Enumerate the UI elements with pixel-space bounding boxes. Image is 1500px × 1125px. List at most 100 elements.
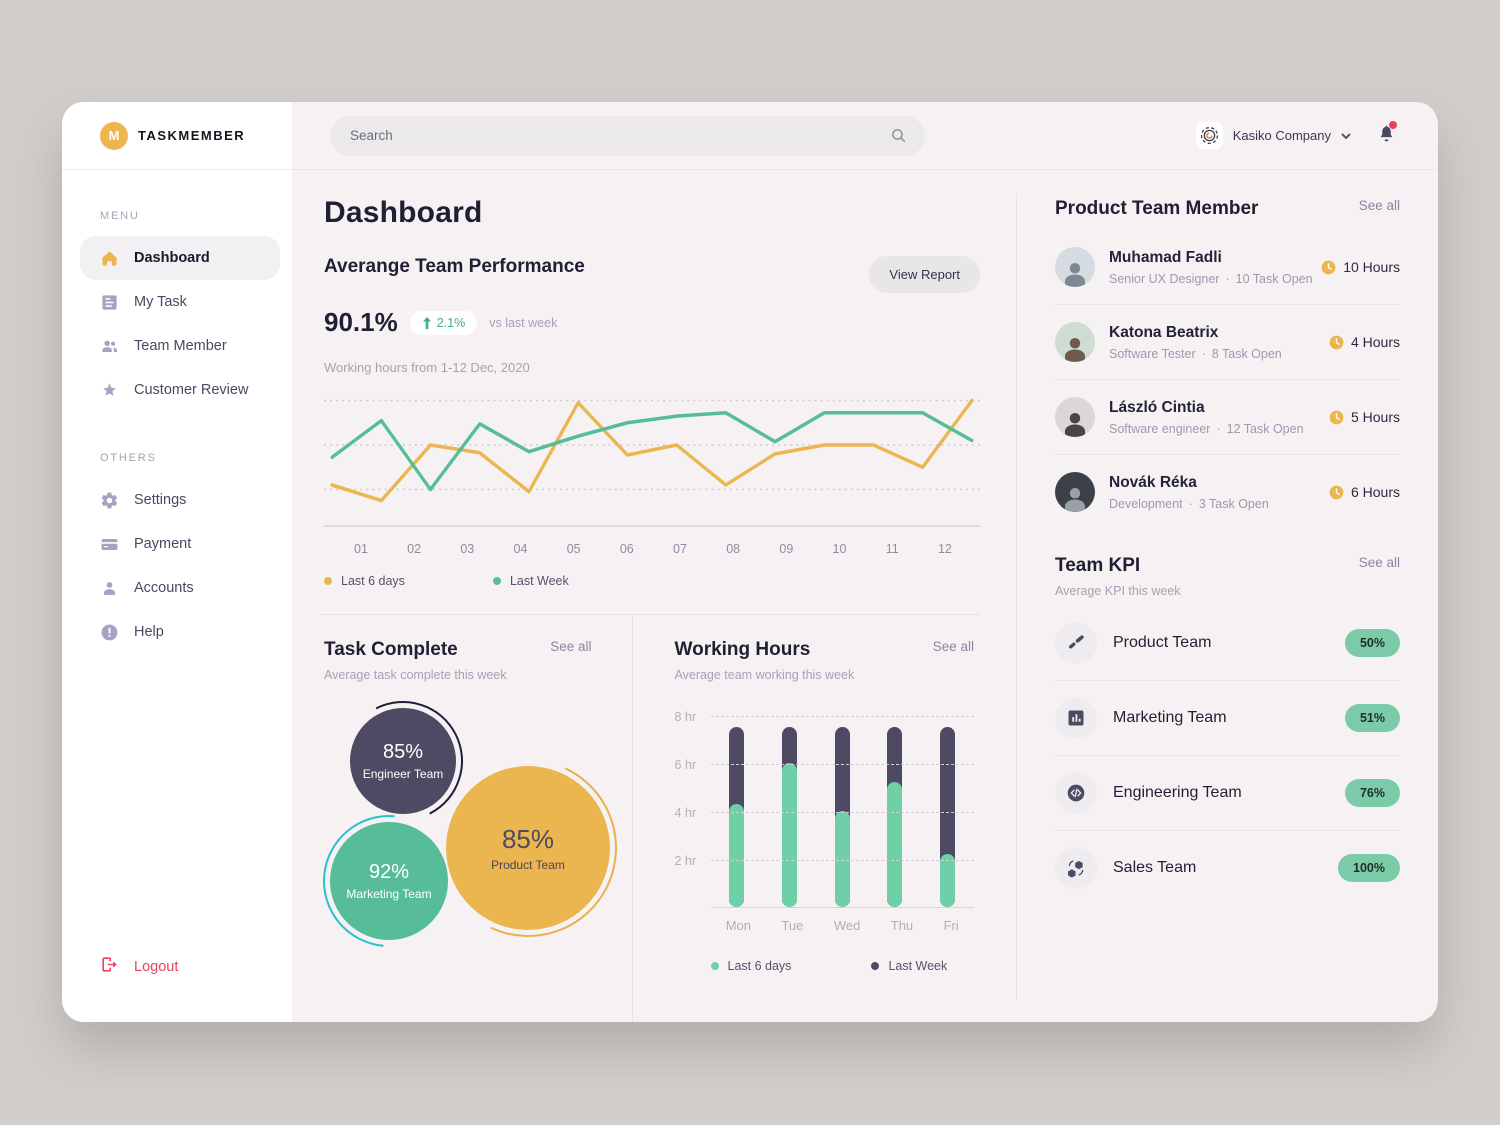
company-selector[interactable]: Kasiko Company: [1195, 122, 1351, 149]
x-tick-label: 01: [354, 542, 368, 556]
kpi-row[interactable]: Sales Team 100%: [1055, 831, 1400, 905]
right-column: Product Team Member See all Muhamad Fadl…: [1016, 170, 1438, 1022]
dark-dot-icon: [871, 962, 880, 970]
search-icon[interactable]: [890, 127, 907, 144]
sidebar-item-label: Payment: [134, 536, 192, 552]
bubble-marketing-team: 92% Marketing Team: [330, 822, 448, 940]
member-hours: 5 Hours: [1329, 409, 1400, 425]
kpi-value-badge: 50%: [1344, 629, 1400, 657]
member-row[interactable]: László Cintia Software engineer · 12 Task…: [1055, 380, 1400, 455]
sidebar-item-team-member[interactable]: Team Member: [62, 324, 292, 368]
company-logo-icon: [1195, 122, 1223, 149]
performance-value: 90.1%: [324, 307, 398, 337]
task-complete-see-all[interactable]: See all: [550, 639, 592, 654]
logout-button[interactable]: Logout: [62, 955, 292, 1022]
member-hours: 6 Hours: [1329, 484, 1400, 500]
y-tick-label: 6 hr: [674, 758, 697, 772]
left-column: Dashboard Averange Team Performance View…: [292, 170, 1016, 1022]
working-hours-see-all[interactable]: See all: [932, 639, 974, 654]
series-last-week: [330, 411, 974, 492]
performance-title: Averange Team Performance: [324, 256, 585, 277]
bar-chart-day-labels: Mon Tue Wed Thu Fri: [711, 918, 975, 933]
brand-name: TASKMEMBER: [138, 128, 246, 143]
team-members-see-all[interactable]: See all: [1358, 198, 1400, 213]
series-last-6-days: [330, 398, 974, 503]
working-hours-bar: [782, 727, 798, 907]
sidebar-item-label: Dashboard: [134, 250, 210, 266]
brand-logo-icon: M: [100, 121, 128, 150]
member-row[interactable]: Muhamad Fadli Senior UX Designer · 10 Tas…: [1055, 230, 1400, 305]
delta-suffix: vs last week: [489, 315, 558, 330]
sidebar-item-payment[interactable]: Payment: [62, 522, 292, 566]
task-complete-card: Task Complete Average task complete this…: [324, 615, 630, 1022]
kpi-row[interactable]: Engineering Team 76%: [1055, 756, 1400, 831]
chart-icon: [1055, 697, 1097, 739]
others-section-label: OTHERS: [100, 452, 157, 464]
bubble-product-team: 85% Product Team: [446, 766, 610, 930]
line-chart-legend: Last 6 days Last Week: [324, 574, 980, 588]
bubble-engineer-team: 85% Engineer Team: [350, 708, 456, 814]
search-input[interactable]: [350, 128, 890, 143]
notification-bell-icon[interactable]: [1377, 120, 1397, 149]
clock-icon: [1321, 260, 1336, 274]
notification-dot: [1389, 120, 1397, 129]
chevron-down-icon: [1341, 132, 1351, 139]
company-name: Kasiko Company: [1232, 128, 1331, 143]
performance-caption: Working hours from 1-12 Dec, 2020: [324, 360, 530, 375]
task-complete-bubble-chart: 85% Product Team 85% Engineer Team 92% M…: [324, 700, 630, 1000]
bar-green-segment: [782, 763, 798, 907]
y-tick-label: 2 hr: [674, 854, 697, 868]
team-kpi-see-all[interactable]: See all: [1358, 555, 1400, 570]
kpi-row[interactable]: Marketing Team 51%: [1055, 681, 1400, 756]
avatar: [1055, 247, 1095, 287]
x-tick-label: 03: [460, 542, 475, 556]
sidebar-item-help[interactable]: Help: [62, 610, 292, 654]
bar-green-segment: [729, 803, 745, 907]
clock-icon: [1329, 410, 1344, 424]
bar-chart-gridline: 6 hr: [675, 758, 974, 772]
bar-green-segment: [940, 854, 956, 907]
x-tick-label: 06: [619, 542, 634, 556]
day-label: Fri: [943, 918, 959, 933]
review-icon: [100, 381, 119, 400]
line-chart-x-labels: 01 02 03 04 05 06 07 08 09 10 11 12: [324, 540, 980, 556]
arrow-up-icon: [422, 316, 431, 329]
avatar: [1055, 322, 1095, 362]
kpi-value-badge: 76%: [1344, 779, 1400, 807]
working-hours-card: Working Hours Average team working this …: [631, 615, 1017, 1022]
team-members-title: Product Team Member: [1055, 198, 1259, 219]
working-hours-bar: [940, 727, 956, 907]
legend-last-week: Last Week: [492, 574, 569, 588]
help-icon: [100, 623, 119, 642]
y-tick-label: 8 hr: [674, 710, 697, 724]
main-area: Kasiko Company Dashboard Averange Team P…: [292, 102, 1438, 1022]
member-row[interactable]: Katona Beatrix Software Tester · 8 Task O…: [1055, 305, 1400, 380]
day-label: Tue: [781, 918, 804, 933]
search-bar[interactable]: [330, 115, 925, 156]
sidebar-item-accounts[interactable]: Accounts: [62, 566, 292, 610]
working-hours-subtitle: Average team working this week: [674, 668, 855, 682]
sidebar-item-dashboard[interactable]: Dashboard: [80, 236, 280, 280]
task-complete-title: Task Complete: [324, 639, 458, 660]
home-icon: [100, 249, 119, 268]
yellow-dot-icon: [324, 577, 332, 585]
brand: M TASKMEMBER: [62, 102, 292, 170]
bar-chart-gridline: 8 hr: [675, 710, 974, 724]
green-dot-icon: [492, 577, 501, 585]
team-kpi-subtitle: Average KPI this week: [1055, 584, 1181, 598]
logout-label: Logout: [134, 958, 179, 975]
bar-green-segment: [887, 782, 903, 907]
bar-chart-gridline: 4 hr: [675, 806, 974, 820]
sidebar-item-settings[interactable]: Settings: [62, 478, 292, 522]
view-report-button[interactable]: View Report: [869, 256, 980, 293]
task-icon: [100, 293, 119, 312]
sidebar-item-my-task[interactable]: My Task: [62, 280, 292, 324]
kpi-row[interactable]: Product Team 50%: [1055, 606, 1400, 681]
sidebar-item-label: Team Member: [134, 338, 227, 354]
x-tick-label: 08: [726, 542, 741, 556]
member-row[interactable]: Novák Réka Development · 3 Task Open: [1055, 455, 1400, 529]
team-kpi-title: Team KPI: [1055, 555, 1141, 576]
x-tick-label: 05: [566, 542, 581, 556]
sidebar-item-customer-review[interactable]: Customer Review: [62, 368, 292, 412]
team-members-panel: Product Team Member See all Muhamad Fadl…: [1055, 198, 1400, 529]
